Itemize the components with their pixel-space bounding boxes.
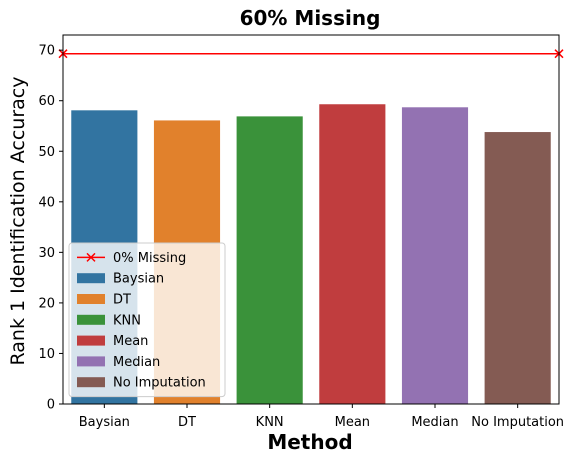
y-tick-label-0: 0: [47, 398, 55, 413]
x-tick-label-no-imputation: No Imputation: [471, 415, 564, 430]
legend-label-reference-line: 0% Missing: [113, 251, 186, 266]
y-tick-label-20: 20: [38, 296, 55, 311]
x-tick-label-knn: KNN: [256, 415, 284, 430]
bar-no-imputation: [484, 132, 551, 404]
legend: 0% Missing Baysian DT KNN Mean Median No Imput…: [68, 242, 226, 398]
legend-reference-line-marker: [86, 252, 96, 262]
legend-label-knn: KNN: [113, 313, 141, 328]
bars-layer: [71, 104, 551, 405]
legend-label-dt: DT: [113, 293, 131, 308]
legend-swatch-baysian: [77, 273, 105, 284]
bar-knn: [236, 116, 303, 404]
reference-line-layer: [58, 49, 564, 59]
legend-swatch-mean: [77, 335, 105, 346]
legend-label-baysian: Baysian: [113, 272, 164, 287]
legend-label-mean: Mean: [113, 334, 148, 349]
x-tick-label-dt: DT: [178, 415, 196, 430]
x-tick-label-baysian: Baysian: [79, 415, 130, 430]
plot-frame: [62, 34, 560, 405]
legend-label-median: Median: [113, 355, 160, 370]
x-tick-label-median: Median: [411, 415, 458, 430]
legend-label-no-imputation: No Imputation: [113, 376, 206, 391]
x-tick-label-mean: Mean: [335, 415, 370, 430]
legend-swatch-median: [77, 356, 105, 367]
y-tick-label-50: 50: [38, 145, 55, 160]
y-tick-label-40: 40: [38, 195, 55, 210]
x-axis-label: Method: [267, 430, 352, 454]
legend-swatch-dt: [77, 294, 105, 304]
y-tick-label-60: 60: [38, 94, 55, 109]
axes-layer: Baysian DT KNN Mean Median No Imputation 0 10 20…: [38, 34, 564, 430]
legend-swatch-no-imputation: [77, 377, 105, 388]
chart-title: 60% Missing: [240, 6, 381, 30]
y-tick-label-70: 70: [38, 44, 55, 59]
y-axis-label: Rank 1 Identification Accuracy: [7, 77, 29, 366]
legend-swatch-knn: [77, 314, 105, 325]
bar-median: [401, 107, 469, 404]
legend-box: [68, 242, 226, 398]
bar-mean: [319, 104, 386, 405]
y-tick-label-10: 10: [38, 347, 55, 362]
y-tick-label-30: 30: [38, 246, 55, 261]
